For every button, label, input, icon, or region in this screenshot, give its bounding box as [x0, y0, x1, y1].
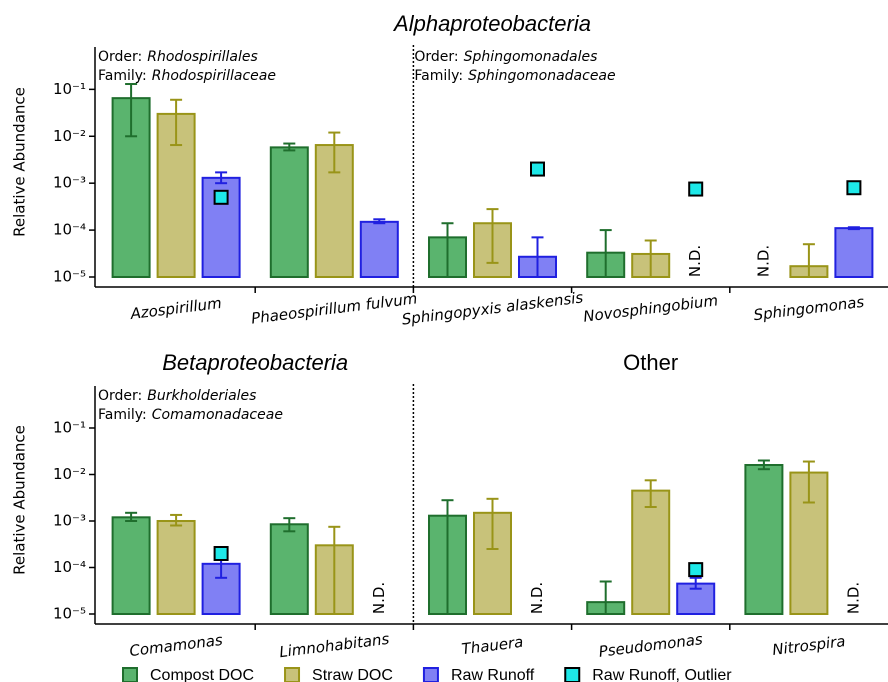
bar [269, 523, 309, 616]
annotation-value: Rhodospirillaceae [152, 68, 276, 84]
outlier-marker [530, 161, 545, 177]
error-bar [644, 239, 657, 278]
panel-title: Betaproteobacteria [162, 350, 348, 375]
y-tick-label: 10⁻⁴ [53, 558, 86, 576]
error-bar [125, 511, 138, 522]
bar [156, 519, 196, 616]
x-tick-label: Phaeospirillum fulvum [250, 289, 418, 327]
bar [834, 227, 874, 278]
error-bar [757, 459, 770, 471]
bar [744, 464, 784, 616]
outlier-marker [688, 181, 704, 197]
legend-label: Straw DOC [312, 667, 393, 682]
error-bar [599, 580, 612, 615]
error-bar [170, 513, 183, 527]
outlier-marker [688, 562, 704, 578]
value-label: N.D. [528, 582, 546, 614]
group-annotation: Family: Comamonadaceae [98, 407, 283, 423]
x-tick-label: Limnohabitans [278, 630, 390, 661]
error-bar [125, 83, 138, 138]
bar [359, 220, 399, 278]
legend-label: Raw Runoff, Outlier [592, 667, 732, 682]
error-bar [486, 497, 499, 550]
x-tick-label: Nitrospira [771, 632, 846, 659]
annotation-value: Comamonadaceae [152, 407, 283, 423]
error-bar [644, 479, 657, 508]
y-tick-label: 10⁻¹ [53, 80, 86, 98]
error-bar [802, 460, 815, 504]
outlier-marker [846, 180, 862, 196]
y-axis-label: Relative Abundance [11, 425, 29, 575]
x-tick-label: Sphingomonas [753, 293, 866, 324]
bar [269, 146, 309, 278]
error-bar [328, 131, 341, 174]
annotation-value: Sphingomonadales [464, 49, 598, 65]
x-tick-label: Comamonas [128, 631, 223, 660]
y-tick-label: 10⁻³ [53, 511, 86, 529]
outlier-marker [213, 189, 229, 205]
y-tick-label: 10⁻² [53, 127, 86, 145]
error-bar [215, 171, 228, 185]
group-annotation: Family: Sphingomonadaceae [414, 68, 615, 84]
error-bar [802, 243, 815, 278]
legend-label: Compost DOC [150, 667, 254, 682]
y-tick-label: 10⁻³ [53, 174, 86, 192]
panel-title: Other [623, 350, 678, 375]
x-tick-label: Thauera [461, 633, 525, 658]
outlier-marker [213, 546, 229, 562]
error-bar [283, 142, 296, 152]
error-bar [283, 517, 296, 533]
error-bar [373, 218, 386, 225]
x-tick-label: Novosphingobium [582, 291, 719, 325]
annotation-key: Family: [98, 68, 147, 84]
error-bar [170, 98, 183, 147]
annotation-key: Family: [98, 407, 147, 423]
y-tick-label: 10⁻⁵ [53, 605, 86, 623]
error-bar [847, 226, 860, 231]
x-tick-label: Azospirillum [128, 294, 222, 323]
y-tick-label: 10⁻⁴ [53, 221, 86, 239]
annotation-value: Rhodospirillales [147, 49, 258, 65]
y-tick-label: 10⁻¹ [53, 418, 86, 436]
y-tick-label: 10⁻² [53, 465, 86, 483]
group-annotation: Order: Burkholderiales [98, 388, 256, 404]
value-label: N.D. [370, 582, 388, 614]
value-label: N.D. [686, 245, 704, 277]
group-annotation: Order: Sphingomonadales [414, 49, 597, 65]
annotation-key: Order: [98, 388, 142, 404]
y-tick-label: 10⁻⁵ [53, 268, 86, 286]
error-bar [599, 229, 612, 278]
error-bar [486, 208, 499, 264]
group-annotation: Order: Rhodospirillales [98, 49, 258, 65]
annotation-value: Sphingomonadaceae [468, 68, 616, 84]
y-axis-label: Relative Abundance [11, 87, 29, 237]
legend-swatch [564, 667, 581, 682]
error-bar [689, 576, 702, 590]
legend-swatch [284, 667, 301, 682]
annotation-key: Family: [414, 68, 463, 84]
bar [631, 489, 671, 615]
value-label: N.D. [844, 582, 862, 614]
error-bar [328, 525, 341, 615]
legend-swatch [422, 667, 439, 682]
error-bar [441, 222, 454, 278]
error-bar [441, 499, 454, 615]
x-tick-label: Sphingopyxis alaskensis [401, 288, 585, 328]
group-annotation: Family: Rhodospirillaceae [98, 68, 276, 84]
legend-swatch [122, 667, 138, 682]
value-label: N.D. [754, 245, 772, 277]
annotation-key: Order: [98, 49, 142, 65]
panel-title: Alphaproteobacteria [392, 11, 591, 36]
bar [111, 516, 151, 615]
legend-label: Raw Runoff [451, 667, 535, 682]
annotation-key: Order: [414, 49, 458, 65]
error-bar [531, 236, 544, 278]
annotation-value: Burkholderiales [147, 388, 256, 404]
x-tick-label: Pseudomonas [598, 630, 704, 661]
